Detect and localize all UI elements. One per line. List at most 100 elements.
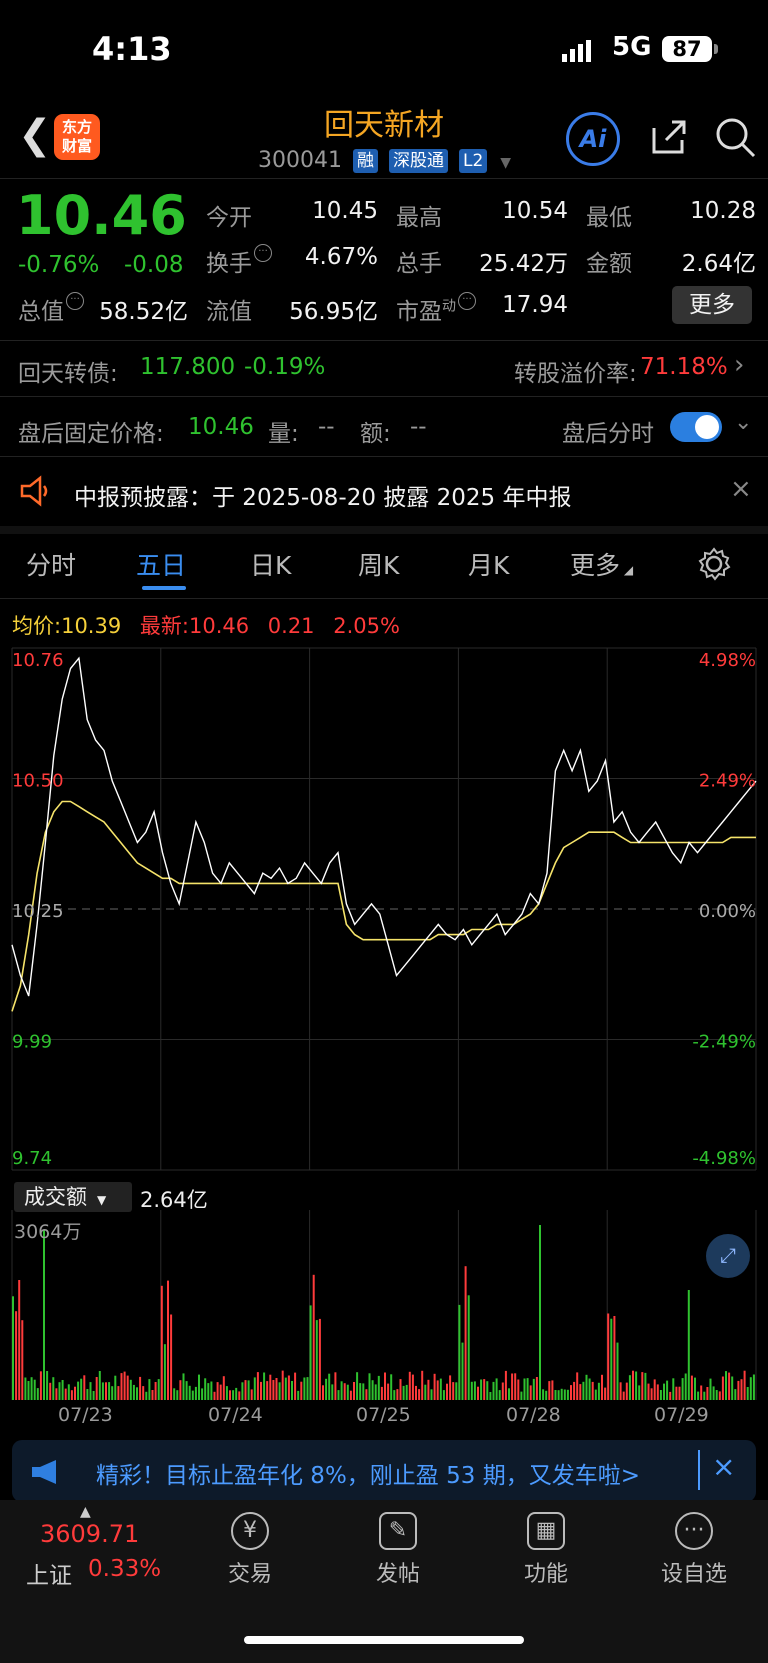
chevron-down-icon[interactable]: ▼: [500, 155, 512, 171]
current-price: 10.46: [16, 184, 187, 247]
nav-functions[interactable]: ▦ 功能: [496, 1512, 596, 1588]
volume-bar: [213, 1391, 216, 1400]
more-button[interactable]: 更多: [672, 286, 752, 324]
volume-bar: [467, 1295, 470, 1400]
index-name[interactable]: 上证: [26, 1563, 72, 1589]
float-value: 56.95亿: [289, 299, 378, 325]
volume-bar: [356, 1372, 359, 1400]
open-value: 10.45: [312, 198, 378, 224]
amount-label: 金额: [586, 251, 632, 277]
back-icon[interactable]: ❮: [18, 112, 52, 158]
tab-more[interactable]: 更多 ◢: [570, 551, 634, 580]
volume-bar: [225, 1386, 228, 1400]
share-icon[interactable]: [646, 114, 692, 160]
tab-weekly-k[interactable]: 周K: [358, 551, 400, 580]
after-hours-price: 10.46: [188, 414, 254, 440]
float-label: 流值: [206, 299, 252, 325]
volume-bar: [163, 1344, 166, 1400]
tab-intraday[interactable]: 分时: [26, 551, 77, 580]
app-logo[interactable]: 东方财富: [54, 114, 100, 160]
stock-title: 回天新材: [324, 108, 444, 143]
volume-bar: [678, 1386, 681, 1400]
price-chart[interactable]: 10.76 10.50 10.25 9.99 9.74 4.98% 2.49% 0.00% -…: [0, 640, 768, 1180]
volume-bar: [312, 1274, 315, 1400]
volume-bar: [728, 1372, 731, 1400]
chevron-down-icon[interactable]: ⌄: [734, 410, 753, 435]
volume-bar: [694, 1377, 696, 1400]
settings-gear-icon[interactable]: [696, 546, 732, 582]
after-hours-toggle[interactable]: [670, 412, 722, 442]
volume-bar: [315, 1320, 318, 1400]
volume-bar: [256, 1372, 259, 1400]
volume-bar: [207, 1383, 210, 1400]
x-label: 07/23: [58, 1404, 113, 1426]
volume-bar: [514, 1373, 517, 1400]
y-tick-right: 2.49%: [699, 771, 756, 792]
volume-bar: [229, 1390, 231, 1400]
ai-button[interactable]: Ai: [566, 112, 620, 166]
volume-bar: [532, 1378, 535, 1400]
close-icon[interactable]: ×: [730, 474, 752, 504]
search-icon[interactable]: [712, 114, 758, 160]
volume-bar: [148, 1379, 151, 1400]
bond-label: 回天转债:: [18, 361, 118, 387]
volume-bar: [353, 1382, 355, 1400]
volume-bar: [176, 1390, 179, 1400]
volume-bar: [105, 1382, 107, 1400]
volume-bar: [365, 1389, 368, 1400]
tab-monthly-k[interactable]: 月K: [468, 551, 510, 580]
index-value[interactable]: 3609.71: [40, 1520, 140, 1548]
tab-five-day[interactable]: 五日: [136, 551, 187, 580]
volume-bar: [191, 1390, 194, 1400]
volume-bar: [300, 1381, 303, 1400]
volume-bar: [55, 1388, 58, 1400]
expand-icon[interactable]: ⤢: [706, 1234, 750, 1278]
volume-bar: [334, 1372, 337, 1400]
nav-post[interactable]: ✎ 发帖: [348, 1512, 448, 1588]
change-amount: -0.08: [124, 252, 184, 278]
tab-daily-k[interactable]: 日K: [250, 551, 292, 580]
notice-text[interactable]: 中报预披露：于 2025-08-20 披露 2025 年中报: [74, 485, 572, 511]
volume-bar: [136, 1387, 138, 1400]
tag-level2: L2: [458, 149, 488, 173]
x-label: 07/25: [356, 1404, 411, 1426]
volume-bar: [117, 1386, 120, 1400]
volume-bar: [126, 1375, 129, 1400]
nav-watchlist[interactable]: ··· 设自选: [644, 1512, 744, 1588]
volume-bar: [526, 1378, 529, 1400]
volume-bar: [390, 1374, 393, 1400]
chevron-right-icon[interactable]: ›: [734, 350, 745, 380]
promo-banner[interactable]: 精彩！目标止盈年化 8%，刚止盈 53 期，又发车啦> ×: [12, 1440, 756, 1502]
volume-selector[interactable]: 成交额 ▼: [14, 1182, 132, 1212]
volume-bar: [498, 1390, 501, 1400]
volume-bar: [529, 1385, 532, 1400]
close-icon[interactable]: ×: [712, 1450, 736, 1483]
volume-bar: [120, 1373, 123, 1400]
chart-grid: [11, 647, 757, 1171]
volume-bar: [86, 1389, 89, 1400]
y-tick-right: 4.98%: [699, 650, 756, 671]
volume-bar: [551, 1380, 554, 1400]
volume-bar: [12, 1296, 14, 1400]
volume-bar: [659, 1390, 662, 1400]
volume-bar: [635, 1371, 638, 1400]
volume-bar: [74, 1386, 76, 1400]
volume-bar: [725, 1371, 727, 1400]
volume-bar: [641, 1372, 644, 1400]
mktcap-value: 58.52亿: [99, 299, 188, 325]
tag-margin: 融: [352, 149, 378, 173]
volume-bar: [201, 1388, 204, 1400]
index-pct[interactable]: 0.33%: [88, 1556, 162, 1582]
volume-bar: [132, 1384, 135, 1400]
volume-bar: [346, 1384, 349, 1400]
volume-bar: [160, 1285, 163, 1400]
trade-icon: ¥: [231, 1512, 269, 1550]
volume-bar: [566, 1389, 569, 1400]
volume-bar: [98, 1371, 101, 1400]
volume-chart[interactable]: 3064万: [0, 1210, 768, 1410]
volume-bar: [557, 1390, 560, 1400]
nav-trade[interactable]: ¥ 交易: [200, 1512, 300, 1588]
volume-bar: [554, 1390, 557, 1400]
price-line: [11, 656, 757, 997]
volume-bar: [275, 1378, 278, 1400]
